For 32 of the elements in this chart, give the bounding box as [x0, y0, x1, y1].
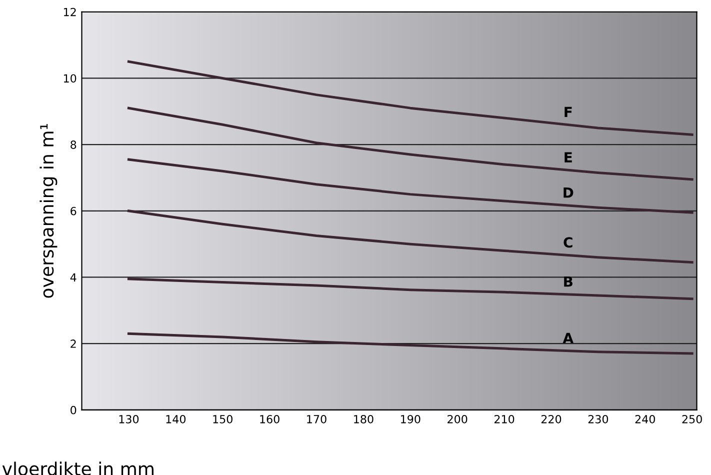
line-series: [127, 332, 694, 355]
x-tick-label: 140: [166, 414, 186, 424]
y-tick-label: 4: [70, 273, 76, 282]
y-tick-label: 12: [64, 8, 76, 16]
series-label: A: [562, 332, 574, 344]
x-tick-label: 150: [213, 414, 232, 424]
y-axis-title: overspanning in m¹: [40, 124, 58, 298]
x-tick-label: 160: [260, 414, 280, 424]
y-tick-label: 8: [70, 140, 76, 149]
line-series: [127, 106, 694, 181]
x-tick-label: 200: [448, 414, 468, 424]
series-label: F: [564, 106, 572, 118]
x-tick-label: 240: [635, 414, 656, 424]
series-label: B: [564, 276, 572, 287]
line-series: [127, 278, 694, 300]
x-tick-label: 170: [307, 414, 326, 424]
series-label: E: [564, 152, 572, 162]
y-tick-label: 0: [70, 406, 76, 414]
x-tick-label: 210: [494, 414, 514, 424]
y-tick-label: 2: [70, 340, 76, 348]
x-tick-label: 220: [541, 414, 562, 424]
series-label: C: [564, 237, 572, 248]
line-series: [127, 210, 694, 264]
x-tick-label: 250: [682, 414, 702, 424]
x-tick-label: 190: [401, 414, 420, 424]
line-series: [127, 60, 694, 136]
x-tick-label: 130: [119, 414, 139, 424]
series-label: D: [564, 188, 574, 198]
x-tick-label: 230: [588, 414, 608, 424]
y-tick-label: 10: [64, 74, 76, 83]
x-tick-label: 180: [354, 414, 374, 424]
y-tick-label: 6: [70, 206, 76, 216]
